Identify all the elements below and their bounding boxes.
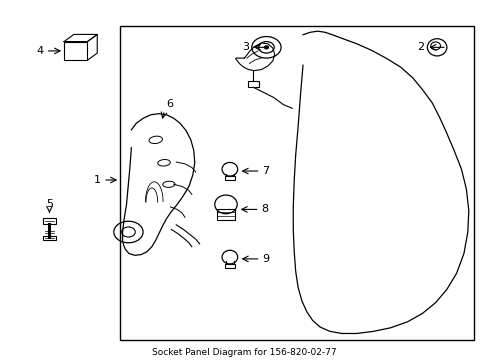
Text: 5: 5 — [46, 199, 53, 209]
Text: 2: 2 — [416, 42, 424, 52]
Bar — [224, 176, 234, 180]
Text: 1: 1 — [94, 175, 101, 185]
Bar — [43, 218, 56, 225]
Text: Socket Panel Diagram for 156-820-02-77: Socket Panel Diagram for 156-820-02-77 — [152, 348, 336, 357]
Bar — [217, 209, 234, 220]
Bar — [248, 81, 259, 87]
Bar — [120, 26, 473, 339]
Text: 3: 3 — [242, 42, 248, 52]
Text: 9: 9 — [262, 254, 268, 264]
Bar — [43, 236, 56, 239]
Text: 8: 8 — [261, 204, 267, 215]
Bar — [224, 264, 234, 268]
Text: 6: 6 — [166, 99, 173, 109]
Bar — [64, 41, 87, 60]
Circle shape — [264, 46, 268, 49]
Text: 4: 4 — [37, 46, 43, 56]
Text: 7: 7 — [262, 166, 268, 176]
